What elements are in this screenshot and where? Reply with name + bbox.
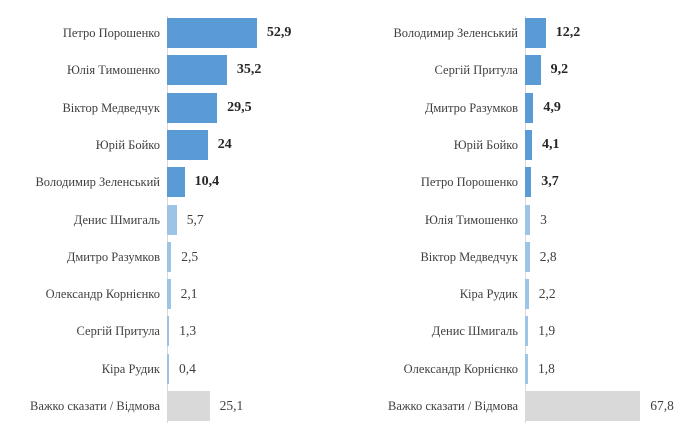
bar-row: Віктор Медведчук 2,8 — [345, 242, 690, 272]
category-label: Олександр Корнієнко — [45, 287, 160, 301]
value-label: 67,8 — [650, 398, 674, 413]
bar-row: Віктор Медведчук 29,5 — [0, 93, 345, 123]
value-label: 25,1 — [219, 398, 244, 413]
bar-row: Сергій Притула 9,2 — [345, 55, 690, 85]
category-label: Петро Порошенко — [420, 175, 518, 189]
category-label: Володимир Зеленський — [35, 175, 160, 189]
category-label: Олександр Корнієнко — [403, 362, 518, 376]
bar-row: Володимир Зеленський 12,2 — [345, 18, 690, 48]
category-label: Юрій Бойко — [95, 138, 160, 152]
value-label: 2,5 — [181, 249, 199, 264]
bar-row: Кіра Рудик 2,2 — [345, 279, 690, 309]
bar — [525, 167, 532, 197]
value-label: 4,9 — [543, 100, 561, 115]
category-label: Юрій Бойко — [453, 138, 518, 152]
bar — [167, 55, 227, 85]
value-label: 1,9 — [538, 323, 556, 338]
value-label: 12,2 — [555, 25, 581, 40]
value-label: 9,2 — [550, 62, 569, 77]
left-bar-chart: Петро Порошенко 52,9 Юлія Тимошенко 35,2 Вік… — [0, 16, 345, 423]
value-label: 29,5 — [227, 100, 252, 115]
category-label: Віктор Медведчук — [420, 250, 518, 264]
category-label: Дмитро Разумков — [424, 101, 518, 115]
bar-row: Юлія Тимошенко 35,2 — [0, 55, 345, 85]
value-label: 35,2 — [236, 62, 262, 77]
category-label: Денис Шмигаль — [431, 324, 518, 338]
bar-row: Юрій Бойко 24 — [0, 130, 345, 160]
value-label: 1,3 — [179, 323, 197, 338]
value-label: 2,1 — [180, 286, 198, 301]
bar — [167, 18, 257, 48]
value-label: 10,4 — [194, 174, 220, 189]
bar — [167, 242, 172, 272]
bar — [525, 316, 529, 346]
bar-row: Володимир Зеленський 10,4 — [0, 167, 345, 197]
value-label: 3,7 — [541, 174, 559, 189]
value-label: 3 — [540, 212, 547, 227]
bar-row: Дмитро Разумков 2,5 — [0, 242, 345, 272]
bar-row: Денис Шмигаль 1,9 — [345, 316, 690, 346]
bar-row: Олександр Корнієнко 1,8 — [345, 354, 690, 384]
category-label: Важко сказати / Відмова — [30, 399, 160, 413]
bar-row: Петро Порошенко 3,7 — [345, 167, 690, 197]
bar-row: Важко сказати / Відмова 25,1 — [0, 391, 345, 421]
value-label: 1,8 — [538, 361, 555, 376]
bar — [525, 55, 541, 85]
bar — [167, 93, 218, 123]
category-label: Віктор Медведчук — [62, 101, 160, 115]
bar-row: Денис Шмигаль 5,7 — [0, 205, 345, 235]
bar — [525, 391, 641, 421]
bar — [167, 130, 208, 160]
right-bar-chart: Володимир Зеленський 12,2 Сергій Притула 9,… — [345, 0, 690, 432]
bar — [525, 130, 532, 160]
value-label: 24 — [217, 137, 232, 152]
value-label: 0,4 — [179, 361, 196, 376]
bar — [167, 279, 171, 309]
bar — [167, 316, 170, 346]
bar — [525, 18, 546, 48]
bar-row: Дмитро Разумков 4,9 — [345, 93, 690, 123]
category-label: Дмитро Разумков — [66, 250, 160, 264]
bar-row: Петро Порошенко 52,9 — [0, 18, 345, 48]
value-label: 4,1 — [541, 137, 560, 152]
bar — [525, 205, 531, 235]
bar — [167, 354, 169, 384]
category-label: Володимир Зеленський — [393, 26, 518, 40]
category-label: Юлія Тимошенко — [425, 213, 518, 227]
bar — [167, 391, 210, 421]
category-label: Кіра Рудик — [101, 362, 160, 376]
bar-row: Важко сказати / Відмова 67,8 — [345, 391, 690, 421]
value-label: 2,2 — [538, 286, 556, 301]
category-label: Важко сказати / Відмова — [388, 399, 518, 413]
bar — [525, 242, 530, 272]
bar — [167, 205, 177, 235]
bar — [167, 167, 185, 197]
category-label: Кіра Рудик — [459, 287, 518, 301]
bar-row: Юлія Тимошенко 3 — [345, 205, 690, 235]
bar — [525, 279, 529, 309]
category-label: Сергій Притула — [434, 63, 518, 77]
category-label: Денис Шмигаль — [73, 213, 160, 227]
value-label: 5,7 — [186, 212, 204, 227]
value-label: 52,9 — [266, 25, 292, 40]
category-label: Юлія Тимошенко — [67, 63, 160, 77]
bar-row: Олександр Корнієнко 2,1 — [0, 279, 345, 309]
category-label: Петро Порошенко — [62, 26, 160, 40]
bar-row: Кіра Рудик 0,4 — [0, 354, 345, 384]
category-label: Сергій Притула — [76, 324, 160, 338]
bar-row: Сергій Притула 1,3 — [0, 316, 345, 346]
bar — [525, 93, 534, 123]
bar-row: Юрій Бойко 4,1 — [345, 130, 690, 160]
bar — [525, 354, 529, 384]
value-label: 2,8 — [539, 249, 557, 264]
